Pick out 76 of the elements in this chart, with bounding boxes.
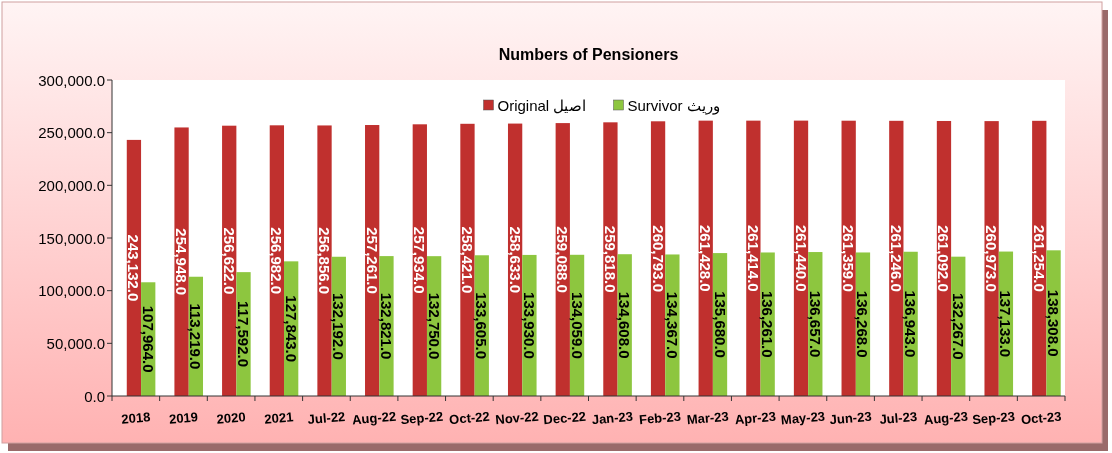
x-tick-label: Sep-22 [399, 408, 444, 428]
x-tick-label: Jan-23 [591, 408, 634, 428]
bar [746, 120, 761, 396]
x-tick-label: 2019 [168, 409, 199, 427]
data-label: 133,930.0 [520, 292, 538, 359]
x-tick-label: Jun-23 [829, 408, 873, 428]
y-tick-label: 200,000.0 [38, 176, 105, 194]
data-label: 132,267.0 [949, 292, 967, 360]
bar [603, 122, 618, 396]
x-tick-label: 2018 [120, 409, 151, 427]
data-label: 135,680.0 [711, 291, 729, 358]
x-tick-label: Apr-23 [734, 408, 777, 428]
data-label: 259,818.0 [601, 225, 619, 293]
bar [174, 127, 189, 396]
data-label: 136,261.0 [759, 290, 777, 358]
chart-title: Numbers of Pensioners [498, 46, 679, 63]
data-label: 132,192.0 [330, 293, 348, 360]
data-label: 134,608.0 [616, 291, 634, 359]
data-label: 256,982.0 [268, 227, 286, 295]
data-label: 261,440.0 [792, 224, 810, 292]
data-label: 136,268.0 [854, 290, 872, 358]
data-label: 256,856.0 [316, 227, 334, 295]
data-label: 136,943.0 [902, 290, 920, 358]
data-label: 113,219.0 [187, 303, 205, 370]
x-tick-label: Oct-22 [448, 408, 491, 428]
data-label: 258,421.0 [458, 226, 476, 294]
x-tick-label: Jul-23 [878, 408, 918, 428]
y-tick-label: 0.0 [84, 387, 105, 405]
data-label: 133,605.0 [473, 292, 491, 359]
x-tick-label: Aug-22 [351, 408, 397, 428]
data-label: 107,964.0 [139, 305, 157, 373]
bar [984, 121, 999, 396]
x-tick-label: Oct-23 [1020, 408, 1062, 428]
x-tick-label: Jul-22 [307, 408, 346, 428]
y-tick-label: 300,000.0 [38, 71, 105, 89]
legend-label: Survivor وریث [627, 96, 720, 115]
data-label: 138,308.0 [1045, 289, 1063, 357]
x-tick-label: Sep-23 [971, 408, 1016, 428]
data-label: 257,261.0 [363, 227, 381, 294]
data-label: 261,428.0 [697, 224, 715, 292]
data-label: 256,622.0 [220, 227, 238, 295]
data-label: 127,843.0 [282, 295, 300, 363]
data-label: 117,592.0 [235, 301, 253, 368]
bar [317, 125, 332, 396]
data-label: 134,367.0 [663, 291, 681, 359]
data-label: 261,254.0 [1030, 225, 1048, 292]
x-tick-label: Nov-22 [494, 408, 540, 428]
data-label: 134,059.0 [568, 292, 586, 359]
data-label: 132,750.0 [425, 292, 443, 360]
data-label: 254,948.0 [173, 228, 191, 296]
y-tick-label: 100,000.0 [38, 282, 105, 300]
x-tick-label: 2021 [263, 409, 294, 427]
x-tick-label: Feb-23 [638, 408, 682, 428]
bar [460, 123, 475, 396]
x-tick-label: Mar-23 [686, 408, 730, 428]
data-label: 258,633.0 [506, 226, 524, 294]
x-tick-label: 2020 [216, 409, 247, 427]
legend-label: Original اصیل [497, 96, 587, 114]
y-tick-label: 50,000.0 [46, 334, 105, 352]
x-tick-label: May-23 [780, 408, 826, 428]
data-label: 136,657.0 [806, 290, 824, 358]
data-label: 261,414.0 [744, 224, 762, 292]
y-tick-label: 150,000.0 [38, 229, 105, 247]
data-label: 261,092.0 [935, 225, 953, 292]
data-label: 261,246.0 [887, 225, 905, 292]
data-label: 260,973.0 [983, 225, 1001, 292]
data-label: 132,821.0 [377, 292, 395, 360]
data-label: 261,359.0 [840, 224, 858, 292]
data-label: 260,793.0 [649, 225, 667, 293]
x-tick-label: Dec-22 [542, 408, 587, 428]
data-label: 259,088.0 [554, 226, 572, 293]
data-label: 243,132.0 [125, 234, 143, 302]
y-tick-label: 250,000.0 [38, 124, 105, 142]
data-label: 257,934.0 [411, 226, 429, 294]
x-tick-label: Aug-23 [923, 408, 969, 428]
data-label: 137,133.0 [997, 290, 1015, 358]
